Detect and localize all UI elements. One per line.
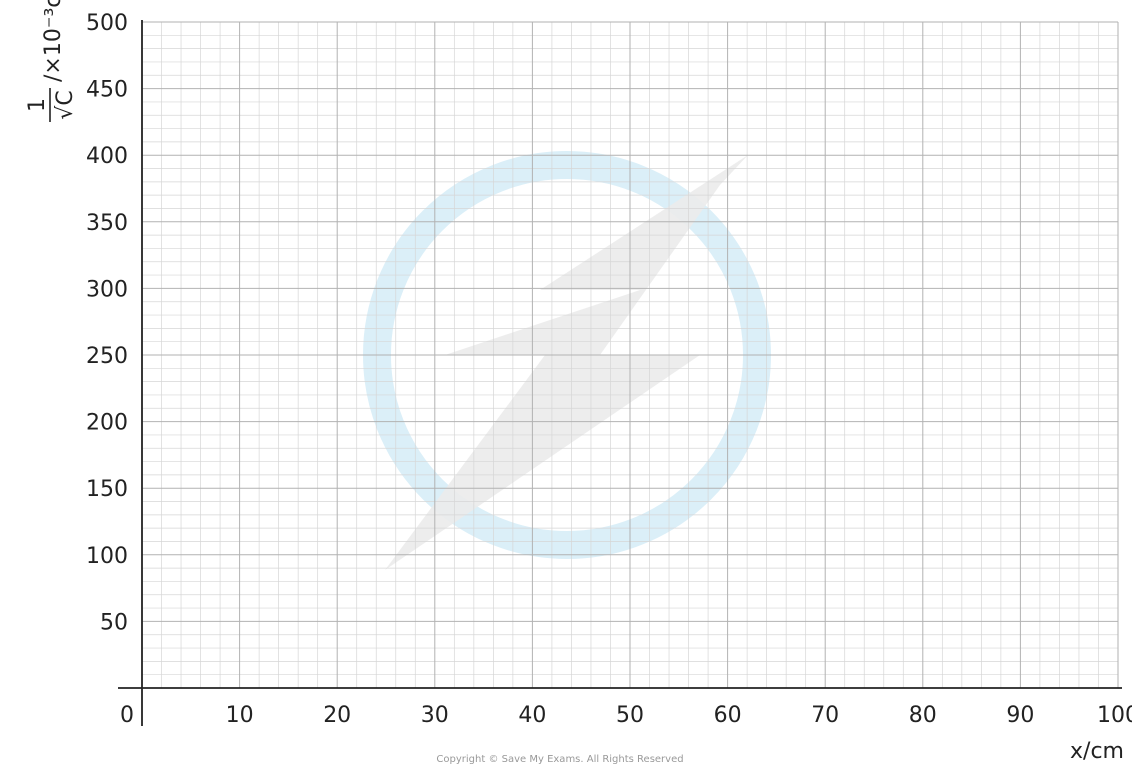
y-tick-label: 500	[86, 11, 128, 36]
x-tick-label: 60	[714, 703, 742, 728]
x-tick-label: 40	[518, 703, 546, 728]
major-gridlines	[141, 21, 1119, 689]
y-tick-label: 250	[86, 344, 128, 369]
y-tick-label: 300	[86, 277, 128, 302]
x-tick-label: 70	[811, 703, 839, 728]
x-axis-label: x/cm	[1070, 739, 1124, 764]
y-axis-label-numerator: 1	[25, 98, 50, 112]
y-tick-labels: 50 100 150 200 250 300 350 400 450 500	[86, 11, 128, 635]
watermark-logo	[363, 151, 771, 570]
x-tick-label: 30	[421, 703, 449, 728]
y-tick-label: 150	[86, 477, 128, 502]
x-tick-label: 50	[616, 703, 644, 728]
x-tick-label: 0	[120, 703, 134, 728]
y-axis-label-denominator: √C	[53, 90, 78, 119]
x-tick-label: 100	[1097, 703, 1132, 728]
y-tick-label: 350	[86, 211, 128, 236]
x-tick-labels: 0 10 20 30 40 50 60 70 80 90 100	[120, 703, 1132, 728]
copyright-notice: Copyright © Save My Exams. All Rights Re…	[436, 754, 683, 764]
y-tick-label: 400	[86, 144, 128, 169]
x-tick-label: 20	[323, 703, 351, 728]
x-tick-label: 10	[226, 703, 254, 728]
y-tick-label: 450	[86, 78, 128, 103]
axes	[118, 20, 1122, 726]
y-axis-label-units: /×10⁻³cpm⁻¹ᐟ²	[41, 0, 66, 82]
y-tick-label: 50	[100, 610, 128, 635]
y-tick-label: 100	[86, 544, 128, 569]
y-axis-label: 1 √C /×10⁻³cpm⁻¹ᐟ²	[25, 0, 78, 122]
x-tick-label: 80	[909, 703, 937, 728]
x-tick-label: 90	[1006, 703, 1034, 728]
watermark-bolt	[385, 155, 748, 570]
y-tick-label: 200	[86, 411, 128, 436]
